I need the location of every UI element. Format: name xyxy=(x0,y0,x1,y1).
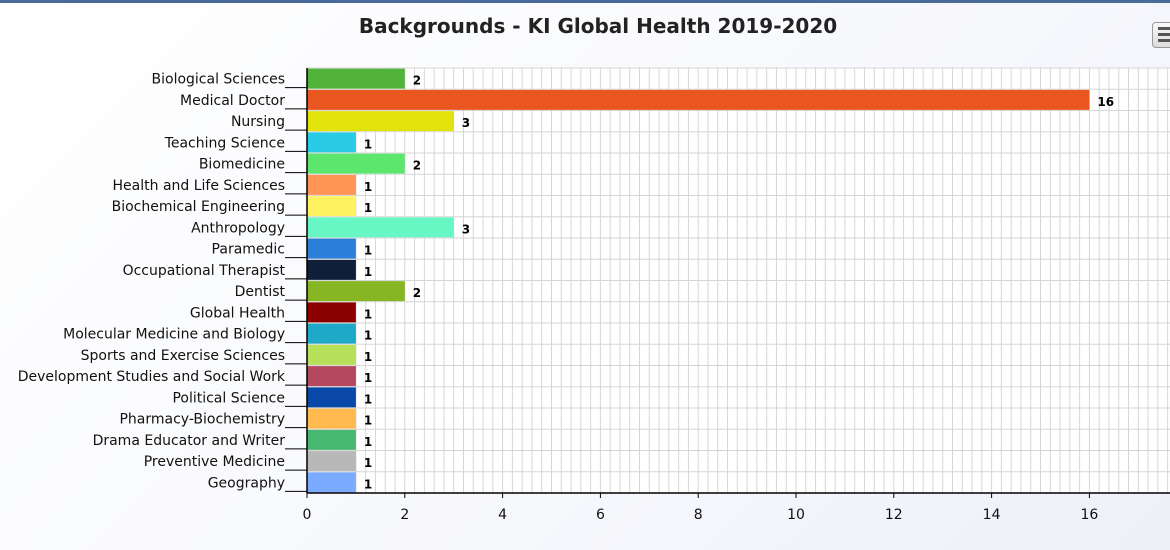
data-label: 1 xyxy=(364,244,372,258)
data-label: 1 xyxy=(364,371,372,385)
x-tick-label: 4 xyxy=(498,507,507,523)
data-label: 1 xyxy=(364,414,372,428)
bar[interactable] xyxy=(307,472,356,493)
bar[interactable] xyxy=(307,323,356,344)
data-label: 2 xyxy=(413,74,421,88)
bar[interactable] xyxy=(307,302,356,323)
bar[interactable] xyxy=(307,451,356,472)
x-tick-label: 0 xyxy=(303,507,312,523)
data-label: 2 xyxy=(413,159,421,173)
data-label: 3 xyxy=(462,116,470,130)
data-label: 1 xyxy=(364,329,372,343)
category-label: Teaching Science xyxy=(164,135,285,151)
category-label: Sports and Exercise Sciences xyxy=(81,348,285,364)
category-label: Nursing xyxy=(231,114,285,130)
grid-layer xyxy=(307,67,1170,494)
category-label: Political Science xyxy=(172,390,285,406)
category-label: Preventive Medicine xyxy=(144,454,285,470)
x-tick-label: 12 xyxy=(885,507,903,523)
bar[interactable] xyxy=(307,281,405,302)
bar[interactable] xyxy=(307,153,405,174)
category-label: Geography xyxy=(208,475,285,491)
bar[interactable] xyxy=(307,196,356,217)
category-label: Health and Life Sciences xyxy=(113,178,285,194)
data-label: 1 xyxy=(364,456,372,470)
data-label: 3 xyxy=(462,222,470,236)
axes: Biological Sciences Medical Doctor Nursing… xyxy=(18,68,1170,523)
data-label: 1 xyxy=(364,180,372,194)
bar[interactable] xyxy=(307,111,454,132)
x-tick-label: 2 xyxy=(400,507,409,523)
data-label: 1 xyxy=(364,265,372,279)
hamburger-icon xyxy=(1158,27,1170,30)
x-tick-label: 8 xyxy=(694,507,703,523)
category-label: Dentist xyxy=(235,284,286,300)
data-label: 1 xyxy=(364,350,372,364)
data-label: 1 xyxy=(364,201,372,215)
data-label: 1 xyxy=(364,137,372,151)
category-label: Medical Doctor xyxy=(180,93,285,109)
category-label: Drama Educator and Writer xyxy=(93,433,286,449)
bar[interactable] xyxy=(307,132,356,153)
chart-menu-button[interactable] xyxy=(1152,22,1170,48)
bar[interactable] xyxy=(307,408,356,429)
category-label: Biological Sciences xyxy=(152,72,285,88)
category-label: Molecular Medicine and Biology xyxy=(63,327,285,343)
bar[interactable] xyxy=(307,68,405,89)
category-label: Anthropology xyxy=(191,220,285,236)
data-label: 1 xyxy=(364,307,372,321)
bar[interactable] xyxy=(307,259,356,280)
data-label: 2 xyxy=(413,286,421,300)
category-label: Development Studies and Social Work xyxy=(18,369,286,385)
category-label: Occupational Therapist xyxy=(123,263,286,279)
bars: 2 16 3 1 2 1 1 3 1 1 2 1 1 1 1 1 1 1 1 1 xyxy=(307,68,1114,493)
bar[interactable] xyxy=(307,174,356,195)
x-tick-label: 10 xyxy=(787,507,805,523)
bar[interactable] xyxy=(307,217,454,238)
bar[interactable] xyxy=(307,366,356,387)
bar[interactable] xyxy=(307,429,356,450)
x-tick-label: 6 xyxy=(596,507,605,523)
chart-title: Backgrounds - KI Global Health 2019-2020 xyxy=(358,14,838,38)
data-label: 1 xyxy=(364,392,372,406)
data-label: 1 xyxy=(364,435,372,449)
x-tick-label: 16 xyxy=(1080,507,1098,523)
category-label: Global Health xyxy=(190,305,285,321)
data-label: 1 xyxy=(364,477,372,491)
top-border xyxy=(0,0,1170,3)
bar[interactable] xyxy=(307,387,356,408)
category-label: Paramedic xyxy=(212,242,285,258)
bar[interactable] xyxy=(307,238,356,259)
data-label: 16 xyxy=(1097,95,1114,109)
bar[interactable] xyxy=(307,89,1090,110)
category-label: Biomedicine xyxy=(199,157,285,173)
category-label: Pharmacy-Biochemistry xyxy=(119,412,285,428)
category-label: Biochemical Engineering xyxy=(112,199,285,215)
bar[interactable] xyxy=(307,344,356,365)
x-tick-label: 14 xyxy=(983,507,1001,523)
